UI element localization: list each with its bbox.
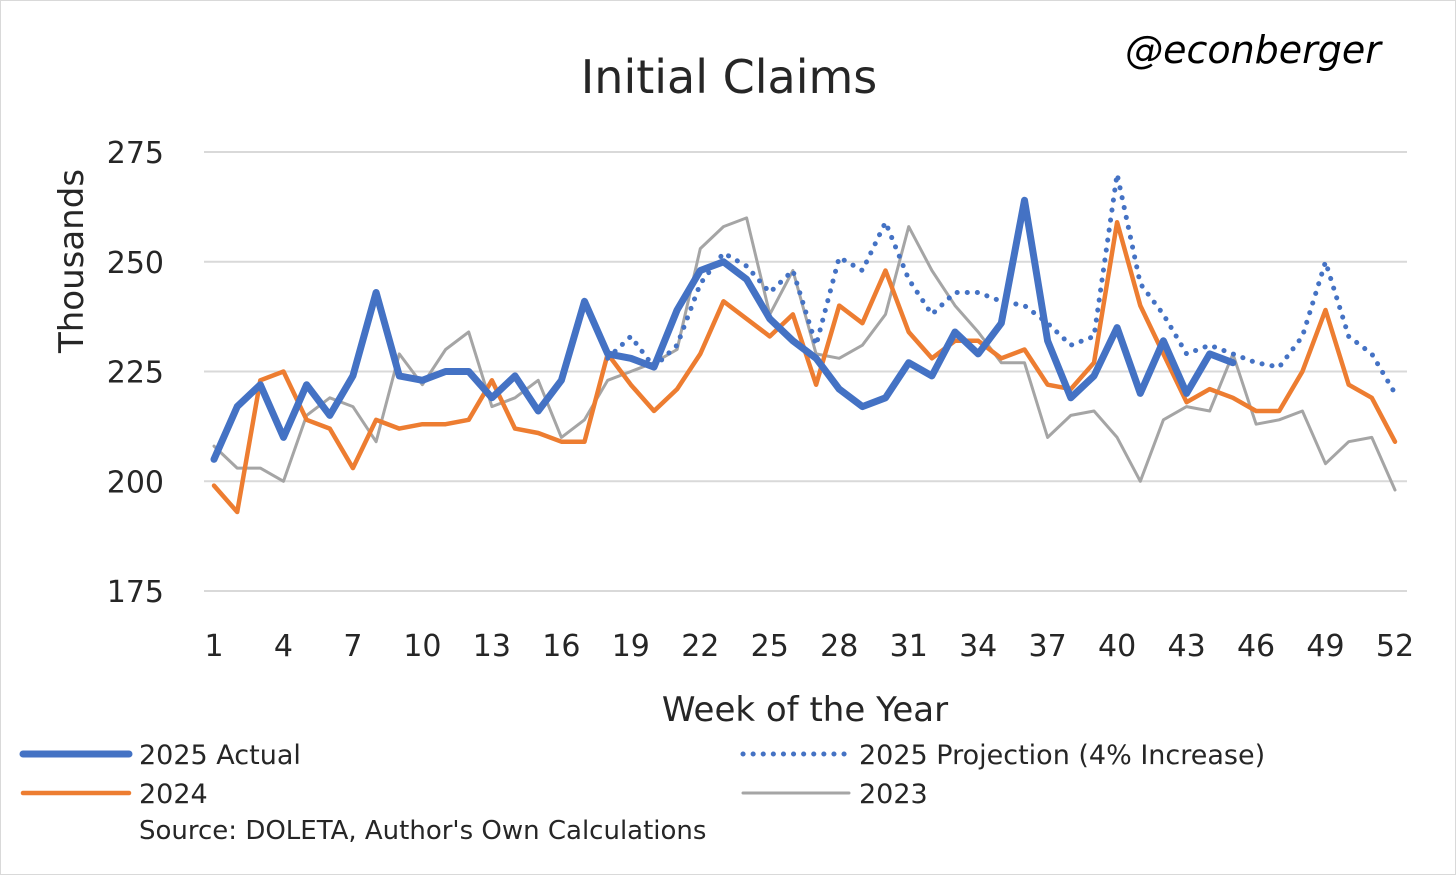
x-tick-label: 43	[1167, 629, 1205, 664]
x-tick-label: 1	[204, 629, 223, 664]
y-tick-label: 225	[107, 356, 164, 391]
x-tick-label: 52	[1376, 629, 1414, 664]
x-tick-label: 4	[274, 629, 293, 664]
series-line-2	[211, 219, 1398, 515]
legend-label-3: 2023	[859, 779, 928, 810]
x-axis-label: Week of the Year	[662, 690, 948, 730]
legend-label-2: 2024	[139, 779, 208, 810]
x-tick-label: 16	[542, 629, 580, 664]
y-tick-label: 250	[107, 246, 164, 281]
y-tick-label: 275	[107, 136, 164, 171]
x-tick-label: 31	[890, 629, 928, 664]
y-axis-label: Thousands	[52, 169, 92, 354]
gridlines	[204, 151, 1407, 592]
x-tick-label: 7	[343, 629, 362, 664]
x-tick-labels: 1 4 7 10 13 16 19 22 25 28 31 34 37 40 43 46 49 52	[204, 629, 1414, 664]
series-line-1	[605, 171, 1398, 396]
y-tick-label: 175	[107, 575, 164, 610]
chart-title: Initial Claims	[581, 50, 878, 104]
legend: 2025 Actual 2025 Projection (4% Increase)…	[19, 740, 1265, 810]
x-tick-label: 28	[820, 629, 858, 664]
watermark-handle: @econberger	[1125, 28, 1383, 72]
x-tick-label: 13	[473, 629, 511, 664]
legend-label-0: 2025 Actual	[139, 740, 301, 771]
x-tick-label: 46	[1237, 629, 1275, 664]
x-tick-label: 34	[959, 629, 997, 664]
series-lines	[210, 171, 1398, 515]
x-tick-label: 49	[1306, 629, 1344, 664]
source-note: Source: DOLETA, Author's Own Calculation…	[139, 816, 706, 846]
x-tick-label: 22	[681, 629, 719, 664]
x-tick-label: 19	[612, 629, 650, 664]
y-tick-labels: 175 200 225 250 275	[107, 136, 164, 610]
x-tick-label: 10	[403, 629, 441, 664]
legend-label-1: 2025 Projection (4% Increase)	[859, 740, 1265, 771]
x-tick-label: 25	[751, 629, 789, 664]
x-tick-label: 37	[1029, 629, 1067, 664]
y-tick-label: 200	[107, 465, 164, 500]
x-tick-label: 40	[1098, 629, 1136, 664]
series-line-0	[210, 196, 1237, 463]
